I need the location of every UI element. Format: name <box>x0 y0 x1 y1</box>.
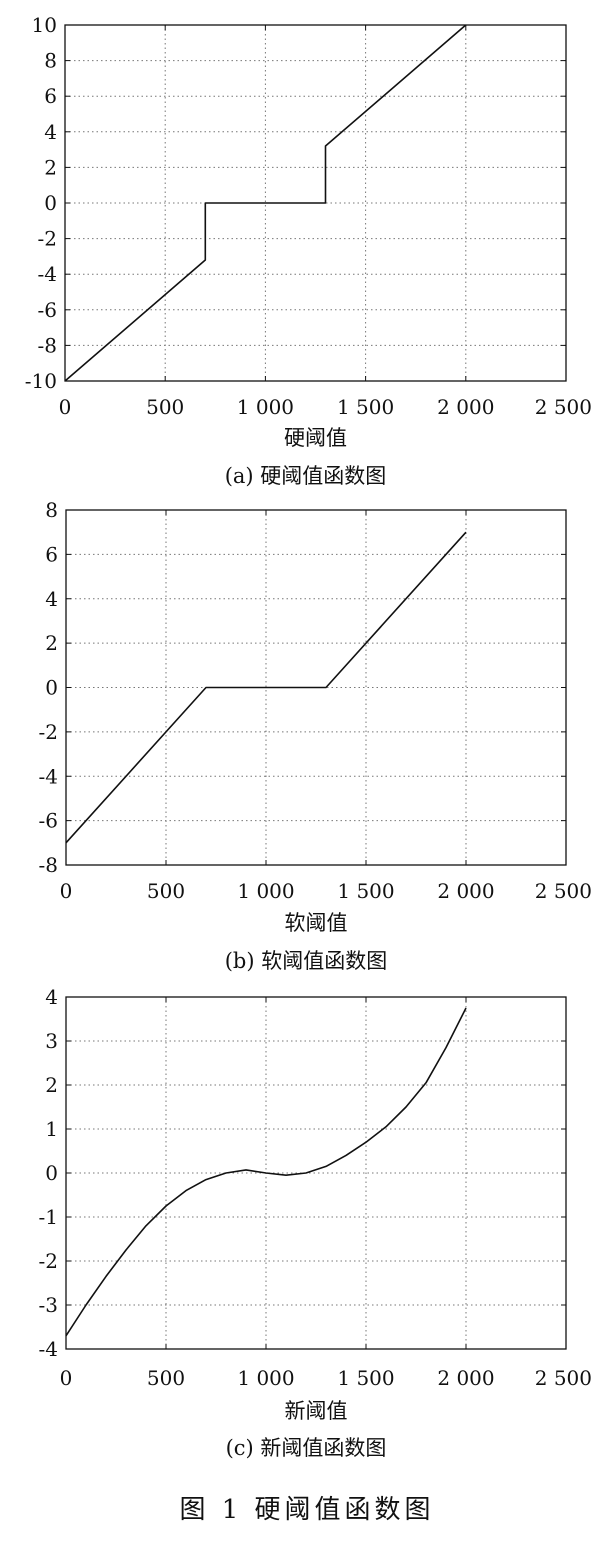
x-tick-label: 1 500 <box>337 1366 394 1390</box>
y-tick-label: 2 <box>45 631 58 655</box>
y-tick-label: 0 <box>45 676 58 700</box>
y-tick-label: -3 <box>39 1293 58 1317</box>
y-tick-label: -2 <box>38 227 57 251</box>
y-tick-label: -2 <box>39 720 58 744</box>
x-tick-label: 500 <box>147 1366 185 1390</box>
y-tick-label: 2 <box>44 155 57 179</box>
y-tick-label: -4 <box>38 262 57 286</box>
x-tick-label: 500 <box>147 879 185 903</box>
y-tick-label: 8 <box>45 498 58 522</box>
series-line-1 <box>65 531 467 844</box>
y-tick-label: 0 <box>44 191 57 215</box>
x-tick-label: 0 <box>60 1366 73 1390</box>
y-tick-label: 8 <box>44 49 57 73</box>
x-axis-label: 硬阈值 <box>284 426 347 450</box>
y-tick-label: -8 <box>38 333 57 357</box>
figure-caption: 图 1 硬阈值函数图 <box>179 1495 434 1525</box>
y-tick-label: 2 <box>45 1073 58 1097</box>
y-tick-label: 6 <box>44 84 57 108</box>
y-tick-label: 6 <box>45 542 58 566</box>
x-tick-label: 0 <box>59 395 72 419</box>
panel-caption: (a) 硬阈值函数图 <box>225 464 387 488</box>
y-tick-label: 4 <box>45 587 58 611</box>
x-axis-label: 软阈值 <box>285 911 348 935</box>
series-line-1 <box>65 1007 467 1337</box>
y-tick-label: -6 <box>38 298 57 322</box>
x-tick-label: 2 000 <box>437 879 494 903</box>
x-tick-label: 1 000 <box>237 1366 294 1390</box>
y-tick-label: -2 <box>39 1249 58 1273</box>
y-tick-label: 4 <box>45 985 58 1009</box>
x-tick-label: 1 500 <box>337 395 394 419</box>
y-tick-label: 4 <box>44 120 57 144</box>
y-tick-label: -4 <box>39 1337 58 1361</box>
x-tick-label: 2 000 <box>437 395 494 419</box>
x-tick-label: 1 000 <box>237 879 294 903</box>
x-tick-label: 500 <box>146 395 184 419</box>
x-axis-label: 新阈值 <box>285 1399 348 1423</box>
x-tick-label: 0 <box>60 879 73 903</box>
x-tick-label: 2 500 <box>535 395 592 419</box>
y-tick-label: 10 <box>32 13 57 37</box>
panel-caption: (c) 新阈值函数图 <box>226 1436 387 1460</box>
plot-frame <box>65 996 567 1350</box>
y-tick-label: -4 <box>39 764 58 788</box>
x-tick-label: 1 000 <box>237 395 294 419</box>
y-tick-label: -8 <box>39 853 58 877</box>
y-tick-label: 1 <box>45 1117 58 1141</box>
y-tick-label: 0 <box>45 1161 58 1185</box>
panel-caption: (b) 软阈值函数图 <box>225 949 388 973</box>
x-tick-label: 2 500 <box>535 879 592 903</box>
y-tick-label: -10 <box>25 369 57 393</box>
x-tick-label: 2 500 <box>535 1366 592 1390</box>
y-tick-label: 3 <box>45 1029 58 1053</box>
x-tick-label: 1 500 <box>337 879 394 903</box>
x-tick-label: 2 000 <box>437 1366 494 1390</box>
series-line-1 <box>64 24 467 382</box>
y-tick-label: -1 <box>39 1205 58 1229</box>
y-tick-label: -6 <box>39 809 58 833</box>
